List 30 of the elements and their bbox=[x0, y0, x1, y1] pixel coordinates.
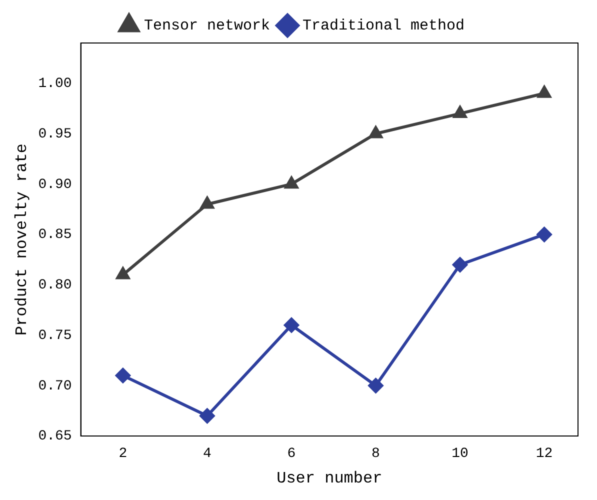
point bbox=[368, 378, 384, 394]
y-axis-title: Product novelty rate bbox=[12, 143, 31, 336]
y-tick-label: 0.90 bbox=[38, 176, 72, 193]
y-tick-label: 0.95 bbox=[38, 126, 72, 142]
point bbox=[453, 106, 467, 118]
point bbox=[369, 126, 382, 138]
legend-label: Tensor network bbox=[144, 17, 270, 34]
x-tick-label: 8 bbox=[372, 446, 380, 462]
x-tick-label: 4 bbox=[203, 446, 212, 462]
point bbox=[284, 176, 298, 189]
point bbox=[115, 368, 130, 384]
y-tick-label: 0.75 bbox=[38, 328, 72, 344]
y-tick-label: 0.85 bbox=[38, 227, 72, 244]
x-tick-label: 12 bbox=[536, 446, 553, 462]
point bbox=[452, 257, 468, 272]
y-tick-label: 0.70 bbox=[38, 378, 72, 394]
point bbox=[116, 267, 130, 280]
x-tick-label: 6 bbox=[287, 446, 296, 462]
point bbox=[200, 408, 215, 424]
point bbox=[284, 318, 299, 333]
y-tick-label: 0.80 bbox=[38, 278, 72, 294]
y-tick-label: 1.00 bbox=[38, 76, 72, 92]
y-tick-label: 0.65 bbox=[38, 428, 72, 445]
x-tick-label: 2 bbox=[118, 446, 128, 462]
x-axis-title: User number bbox=[276, 470, 382, 488]
point bbox=[538, 86, 551, 98]
point bbox=[536, 226, 552, 242]
legend-label: Traditional method bbox=[302, 17, 465, 34]
point bbox=[200, 196, 214, 209]
x-tick-label: 10 bbox=[452, 446, 468, 462]
